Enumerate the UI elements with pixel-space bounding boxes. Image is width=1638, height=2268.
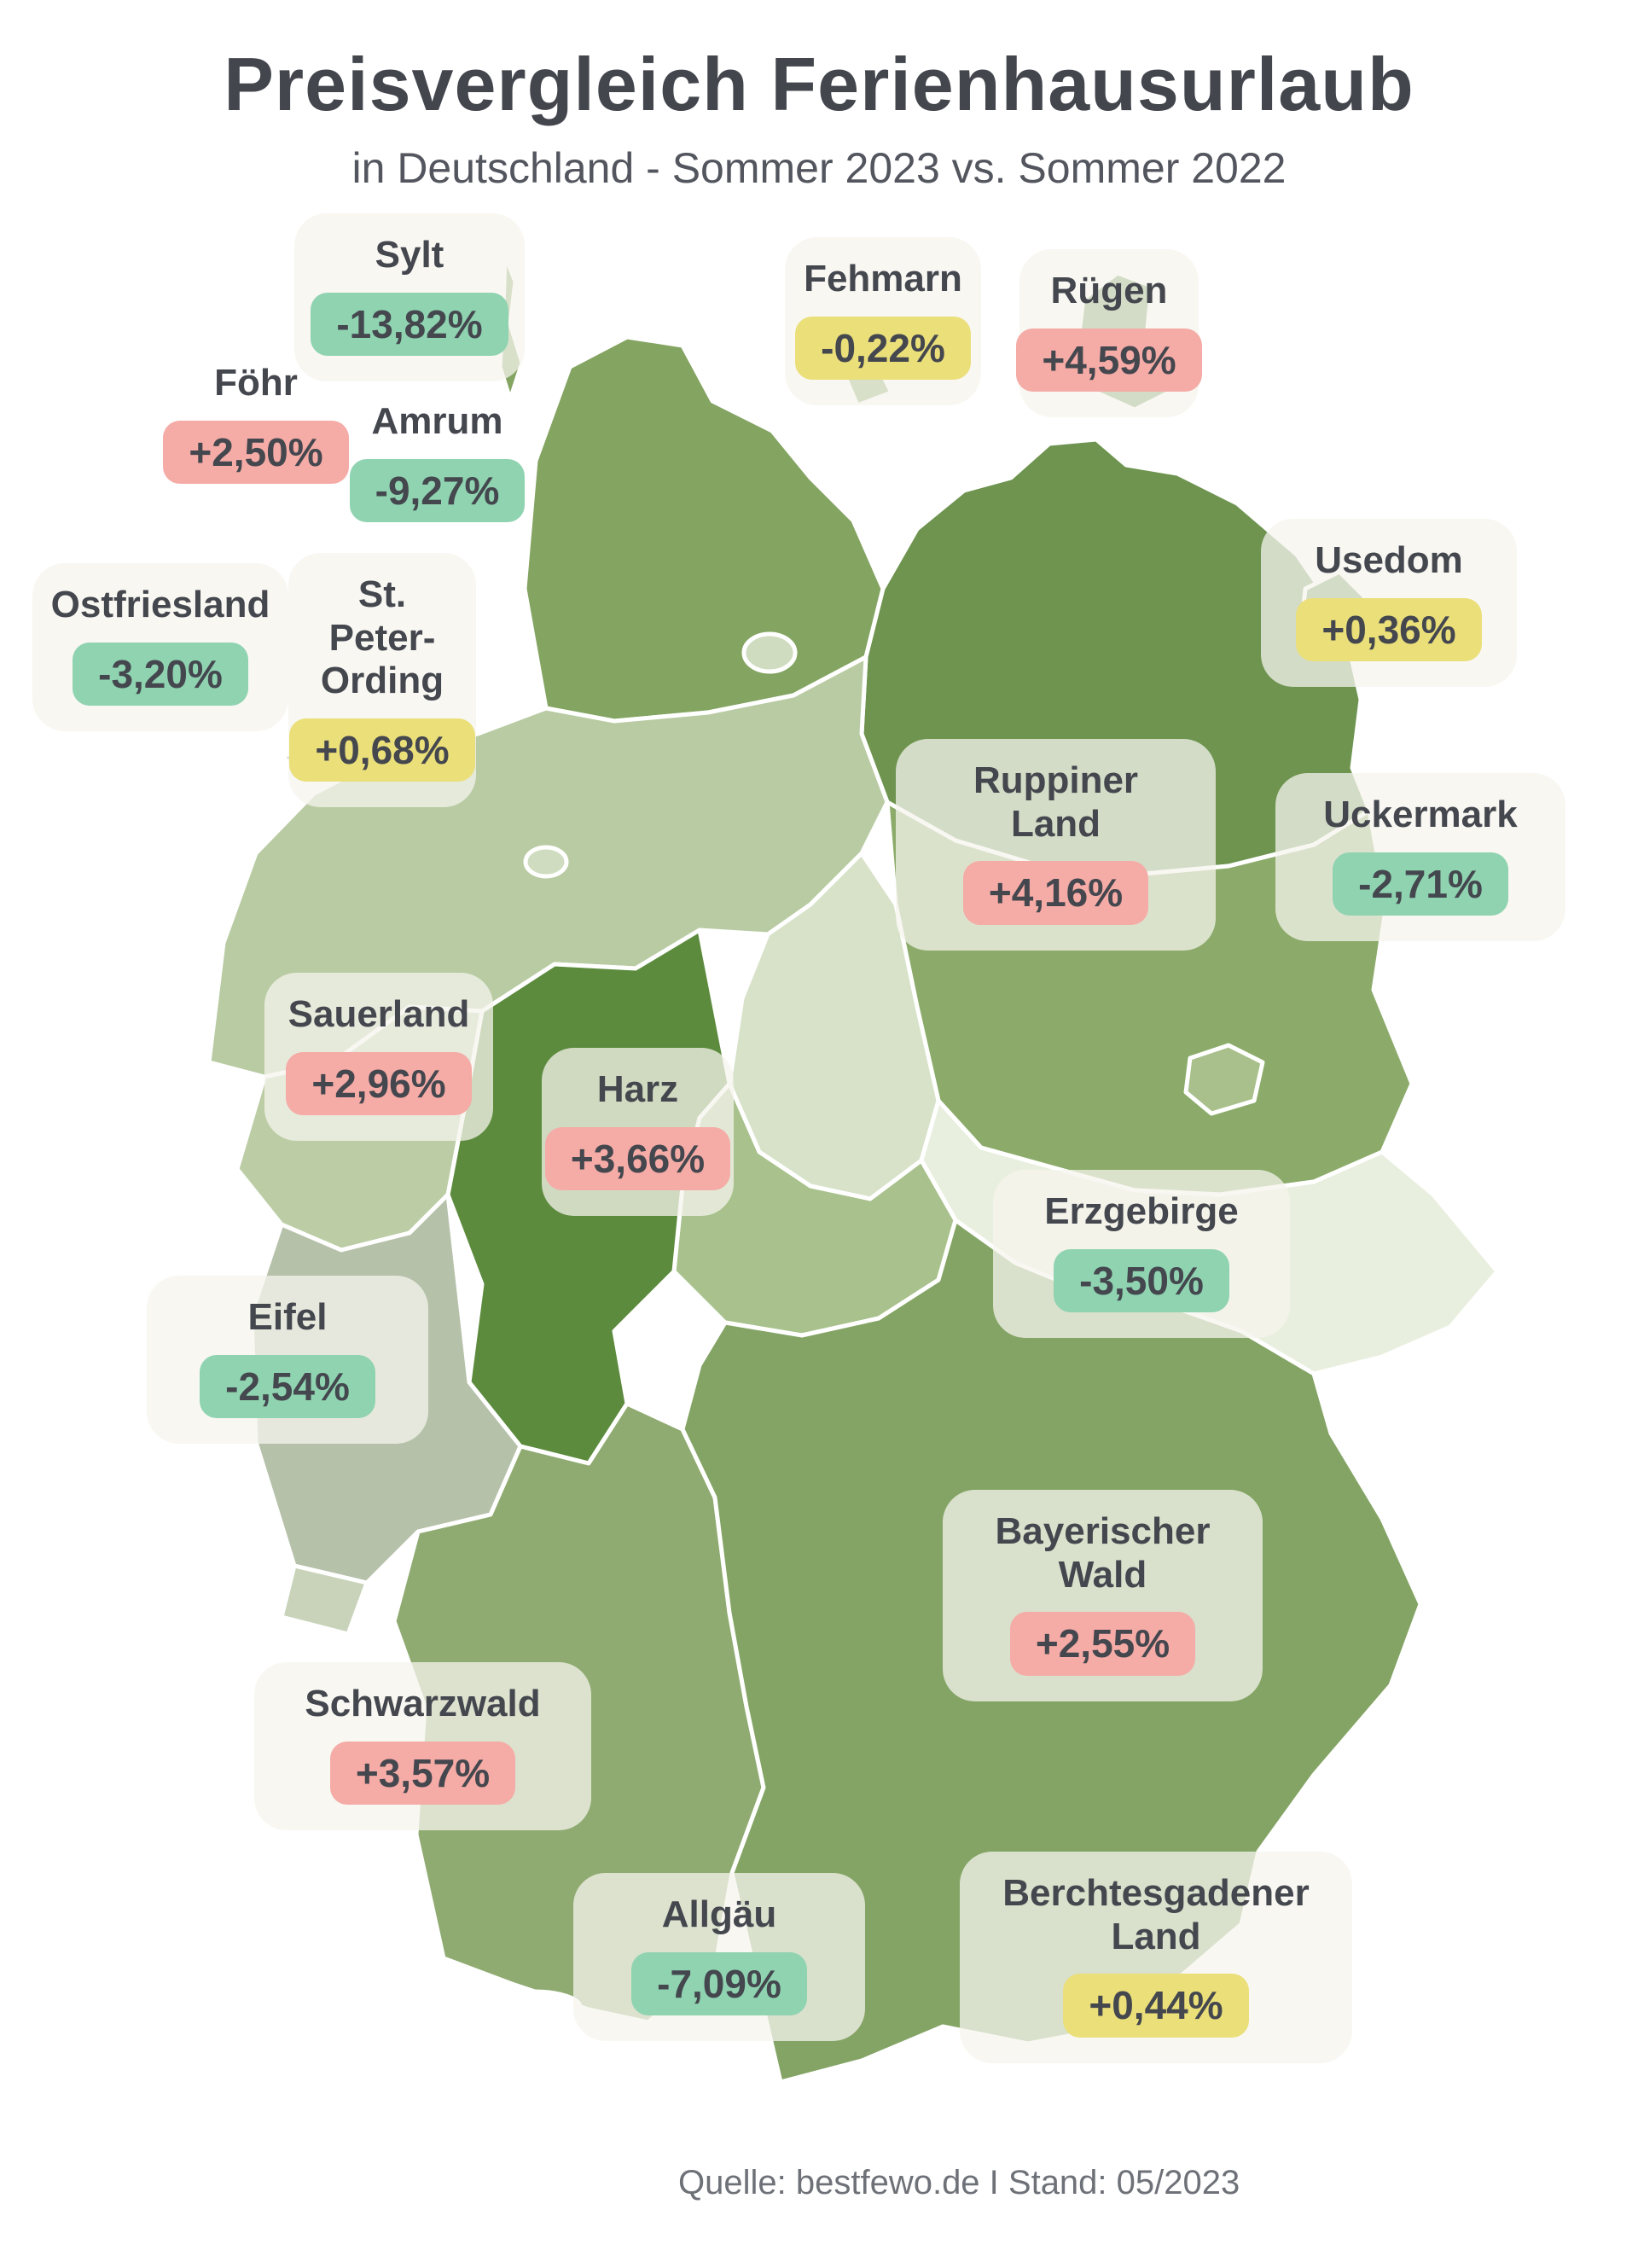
region-card-sauerland: Sauerland +2,96% — [264, 973, 493, 1142]
region-name: Bayerischer Wald — [995, 1510, 1211, 1596]
region-name: Schwarzwald — [305, 1683, 541, 1724]
region-name: Sylt — [375, 234, 444, 276]
region-card-sylt: Sylt -13,82% — [294, 213, 525, 382]
state-saarland — [279, 1563, 369, 1637]
page-title: Preisvergleich Ferienhausurlaub — [224, 42, 1414, 126]
region-card-schwarzwald: Schwarzwald +3,57% — [254, 1662, 591, 1831]
region-card-harz: Harz +3,66% — [542, 1048, 734, 1217]
region-value-badge: +3,66% — [544, 1126, 731, 1191]
region-name: Fehmarn — [804, 258, 962, 299]
region-value-badge: -2,71% — [1333, 852, 1508, 916]
region-value-badge: +4,16% — [962, 861, 1149, 925]
region-card-amrum: Amrum -9,27% — [346, 380, 529, 548]
region-value-badge: +0,36% — [1296, 597, 1482, 662]
region-name: Rügen — [1050, 270, 1168, 311]
region-name: St. Peter- Ording — [320, 573, 444, 702]
region-value-badge: -2,54% — [200, 1354, 375, 1419]
region-name: Eifel — [247, 1296, 328, 1338]
region-card-ostfriesland: Ostfriesland -3,20% — [32, 563, 288, 732]
page-subtitle: in Deutschland - Sommer 2023 vs. Sommer … — [351, 144, 1287, 192]
region-card-ruppiner-land: Ruppiner Land +4,16% — [896, 739, 1216, 951]
region-value-badge: +2,55% — [1009, 1612, 1196, 1676]
region-value-badge: -3,20% — [73, 642, 248, 707]
region-name: Usedom — [1315, 539, 1463, 581]
state-hamburg — [741, 631, 798, 674]
region-name: Sauerland — [288, 993, 470, 1035]
region-card-ruegen: Rügen +4,59% — [1016, 249, 1202, 418]
region-name: Föhr — [214, 362, 298, 404]
region-card-usedom: Usedom +0,36% — [1261, 519, 1517, 688]
region-name: Berchtesgadener Land — [1002, 1872, 1310, 1957]
region-name: Erzgebirge — [1044, 1190, 1239, 1232]
region-card-erzgebirge: Erzgebirge -3,50% — [993, 1170, 1290, 1339]
region-name: Harz — [596, 1068, 679, 1110]
region-value-badge: -9,27% — [349, 458, 526, 523]
region-card-st-peter-ording: St. Peter- Ording +0,68% — [288, 553, 476, 808]
region-card-foehr: Föhr +2,50% — [162, 341, 350, 509]
region-card-eifel: Eifel -2,54% — [147, 1276, 428, 1445]
region-value-badge: +0,44% — [1063, 1974, 1249, 2038]
region-value-badge: +2,50% — [163, 420, 349, 485]
region-name: Uckermark — [1323, 794, 1518, 835]
source-note: Quelle: bestfewo.de I Stand: 05/2023 — [678, 2164, 1240, 2201]
region-value-badge: +3,57% — [329, 1741, 516, 1806]
region-card-allgaeu: Allgäu -7,09% — [573, 1873, 865, 2042]
region-name: Ostfriesland — [50, 584, 270, 625]
region-value-badge: -7,09% — [631, 1951, 807, 2016]
region-name: Amrum — [371, 400, 503, 442]
region-card-berchtesgadener-land: Berchtesgadener Land +0,44% — [960, 1852, 1352, 2063]
region-card-bayerischer-wald: Bayerischer Wald +2,55% — [943, 1490, 1263, 1701]
region-name: Allgäu — [661, 1893, 777, 1935]
region-value-badge: -3,50% — [1054, 1248, 1229, 1313]
lake-constance — [484, 1989, 583, 2025]
region-value-badge: -0,22% — [795, 316, 971, 381]
region-value-badge: +4,59% — [1016, 328, 1202, 393]
region-card-fehmarn: Fehmarn -0,22% — [785, 237, 981, 406]
state-bremen — [523, 845, 569, 879]
region-value-badge: +0,68% — [289, 718, 475, 782]
region-value-badge: +2,96% — [286, 1051, 472, 1116]
region-name: Ruppiner Land — [973, 759, 1139, 845]
region-value-badge: -13,82% — [311, 292, 508, 357]
region-card-uckermark: Uckermark -2,71% — [1275, 773, 1565, 942]
state-berlin — [1183, 1043, 1265, 1116]
